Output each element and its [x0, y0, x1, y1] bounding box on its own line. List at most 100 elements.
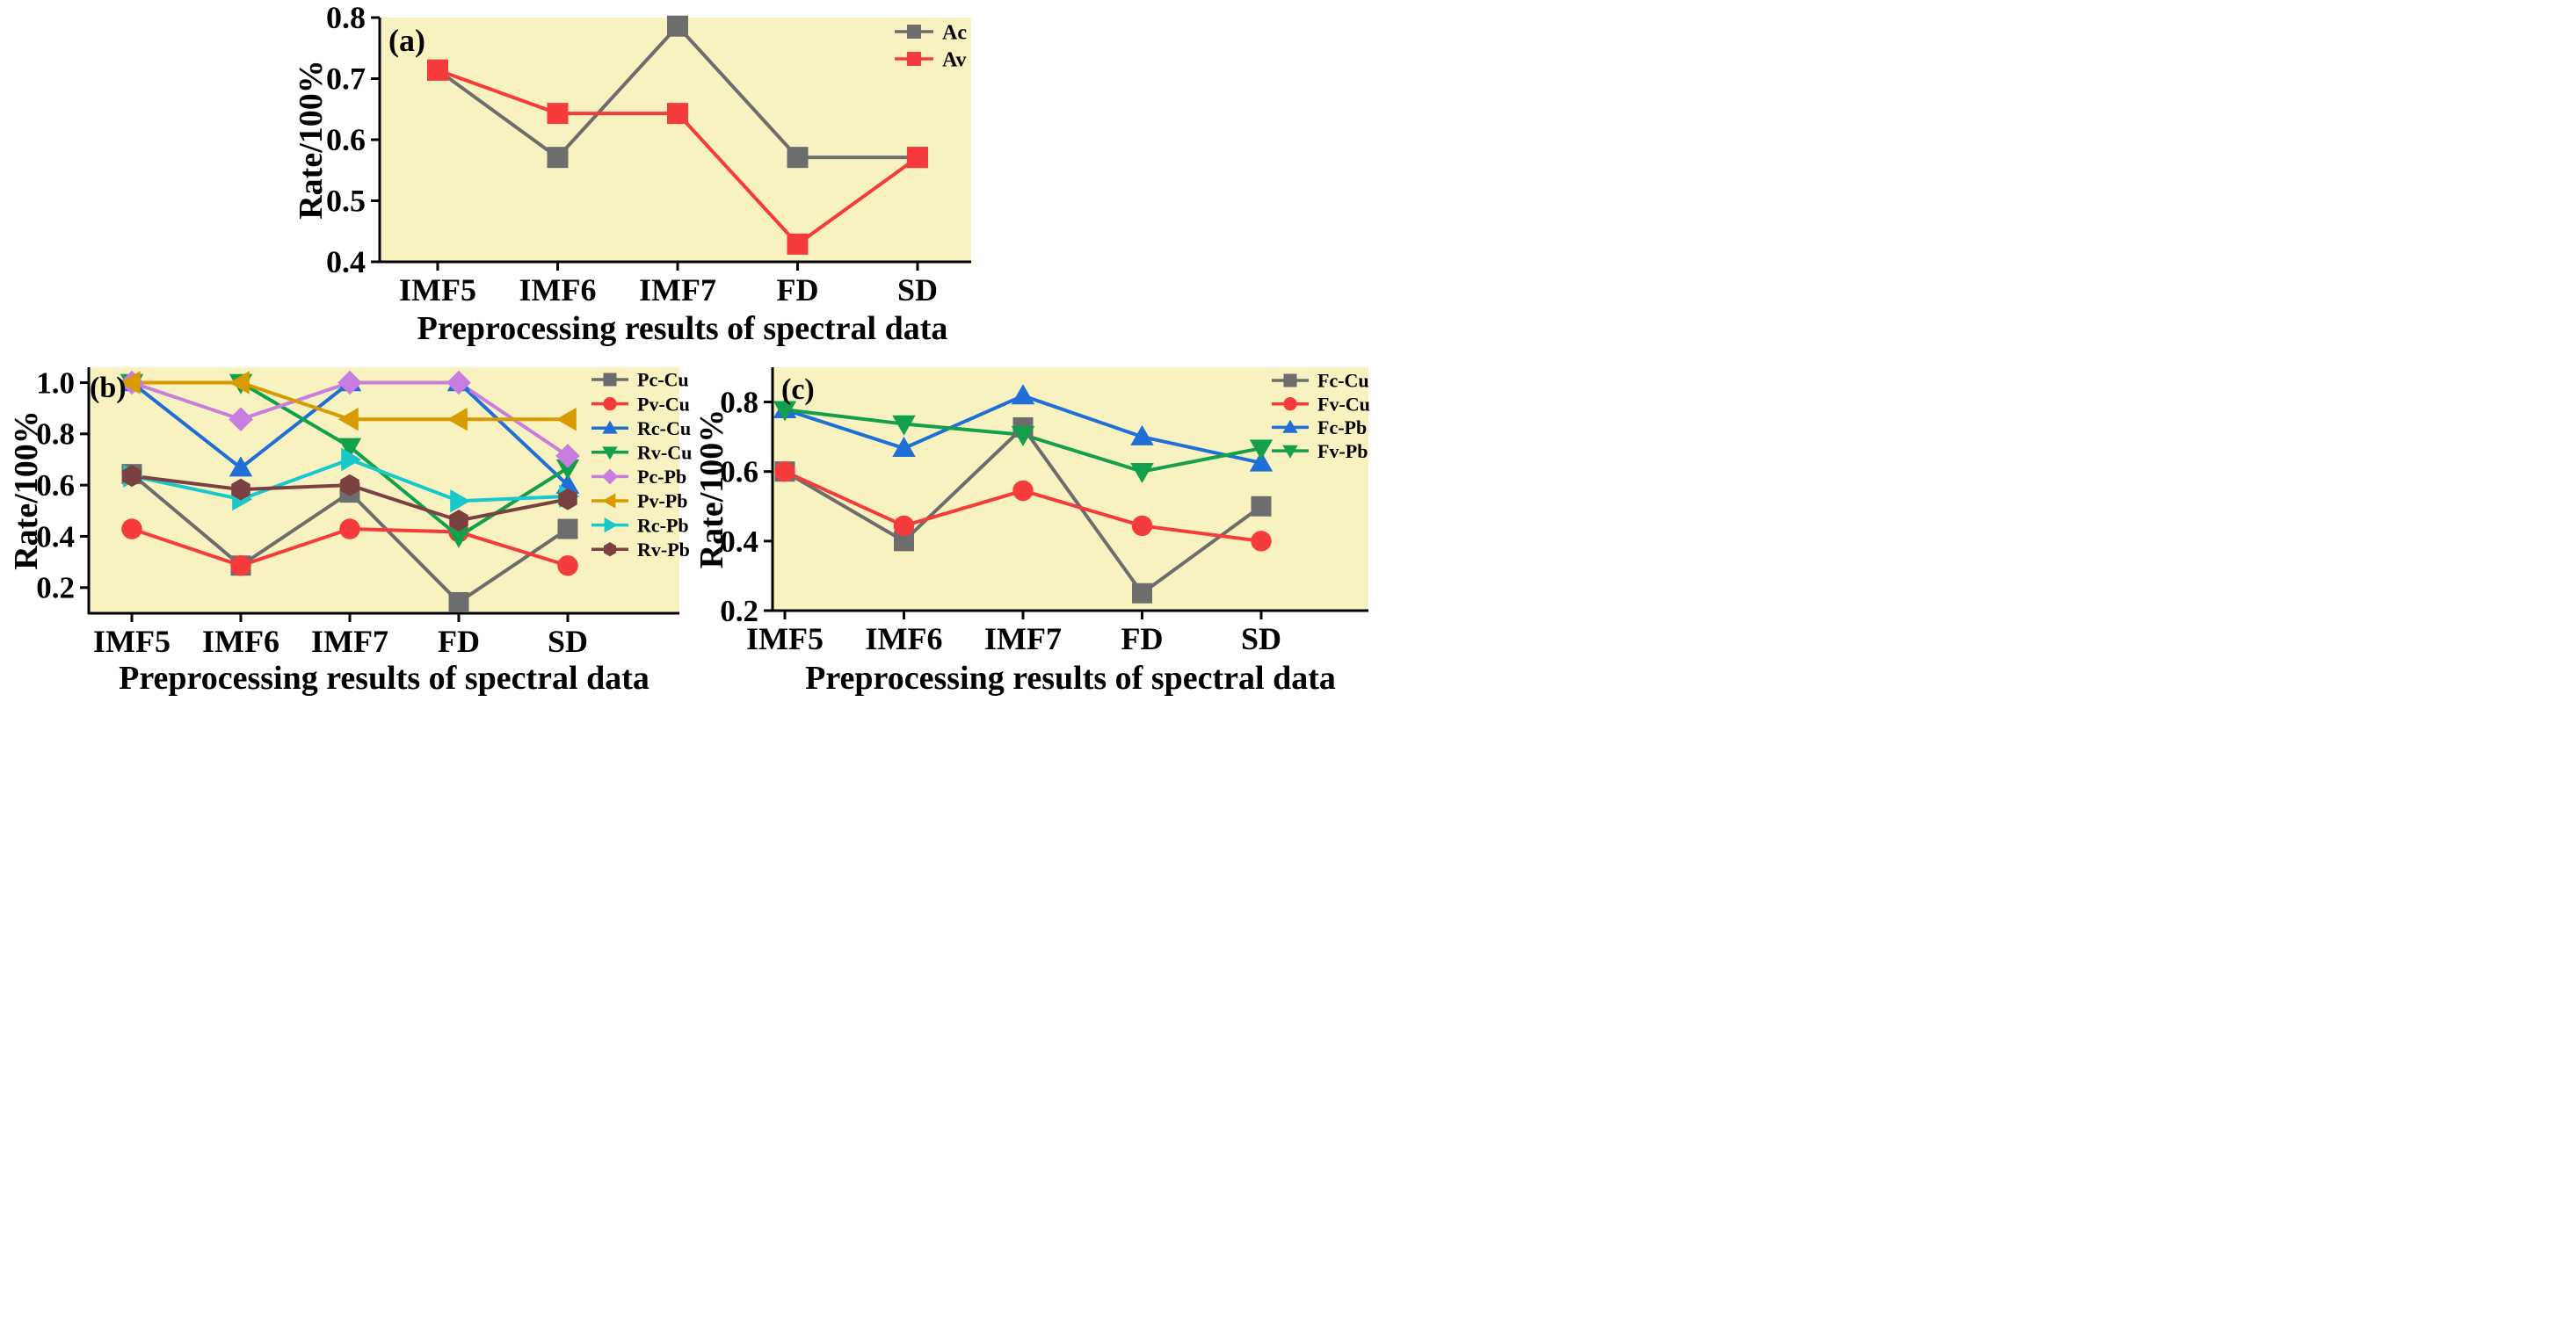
- x-tick-label: IMF6: [519, 272, 597, 308]
- data-point-rv-cu: [337, 438, 362, 459]
- legend-label: Rv-Pb: [637, 539, 690, 561]
- data-point-av: [667, 103, 688, 125]
- data-point-rv-pb: [558, 488, 577, 510]
- x-tick-label: IMF5: [399, 272, 476, 308]
- x-tick-label: IMF7: [984, 621, 1062, 656]
- x-tick-label: FD: [1121, 621, 1164, 656]
- legend-label: Fv-Cu: [1317, 393, 1370, 415]
- data-point-av: [907, 147, 928, 169]
- data-point-rv-pb: [231, 478, 250, 501]
- data-point-pv-pb: [555, 407, 577, 431]
- y-tick-label: 1.0: [36, 365, 75, 400]
- y-tick-label: 0.4: [326, 244, 366, 279]
- data-point-pv-cu: [230, 555, 251, 576]
- data-point-pc-pb: [555, 444, 580, 468]
- panel-label: (b): [90, 372, 127, 404]
- legend-marker: [602, 493, 616, 509]
- data-point-pv-cu: [339, 518, 360, 539]
- data-point-rv-pb: [122, 465, 141, 488]
- data-point-rc-pb: [341, 447, 362, 472]
- data-point-pc-pb: [446, 370, 471, 395]
- legend-marker: [602, 468, 618, 485]
- legend-label: Av: [942, 48, 967, 71]
- data-point-fv-cu: [1012, 480, 1034, 502]
- data-point-rv-cu: [446, 527, 471, 548]
- data-point-fc-pb: [892, 436, 916, 457]
- data-point-rc-pb: [450, 489, 471, 513]
- data-point-pv-pb: [120, 371, 141, 394]
- data-point-pv-pb: [229, 371, 250, 394]
- data-point-fv-pb: [773, 401, 797, 422]
- data-point-pv-cu: [121, 518, 142, 539]
- data-point-fv-cu: [1131, 515, 1153, 537]
- y-tick-label: 0.8: [720, 385, 758, 419]
- y-axis-title: Rate/100%: [693, 409, 730, 569]
- data-point-ac: [547, 147, 569, 169]
- x-tick-label: IMF5: [93, 624, 171, 659]
- y-tick-label: 0.4: [720, 525, 758, 559]
- legend-marker: [602, 420, 618, 434]
- legend: Ac Av: [895, 21, 967, 71]
- data-point-pc-pb: [229, 407, 253, 432]
- x-tick-label: IMF7: [311, 624, 388, 659]
- data-point-fv-pb: [1249, 439, 1273, 460]
- data-point-rv-pb: [340, 474, 359, 496]
- y-tick-label: 0.6: [326, 122, 366, 157]
- data-point-fv-pb: [1011, 425, 1035, 446]
- data-point-fc-cu: [894, 531, 914, 552]
- plot-area: [89, 367, 679, 613]
- legend-marker: [907, 52, 921, 66]
- data-point-fv-cu: [774, 460, 795, 482]
- legend-label: Pc-Pb: [637, 466, 686, 488]
- data-point-fv-cu: [893, 515, 915, 537]
- chart-panel-2: 0.2 0.4 0.6 0.8 1.0 IMF5 IMF6 IMF7 FD SDPreproces…: [8, 365, 692, 697]
- data-point-av: [787, 233, 809, 255]
- chart-panel-1: 0.4 0.5 0.6 0.7 0.8 IMF5 IMF6 IMF7 FD SDPreproces…: [293, 0, 971, 347]
- plot-area: [773, 367, 1368, 611]
- legend-label: Rc-Cu: [637, 417, 691, 439]
- legend-marker: [604, 517, 618, 533]
- data-point-pc-pb: [337, 370, 362, 395]
- y-tick-label: 0.2: [36, 571, 75, 605]
- data-point-fc-pb: [1249, 451, 1273, 472]
- legend-label: Fc-Pb: [1317, 416, 1367, 438]
- legend-marker: [602, 446, 618, 460]
- x-tick-label: FD: [777, 272, 819, 308]
- x-tick-label: IMF5: [746, 621, 824, 656]
- data-point-pc-cu: [448, 591, 469, 612]
- legend-marker: [603, 542, 617, 557]
- legend-marker: [907, 25, 921, 39]
- y-tick-label: 0.8: [326, 0, 366, 35]
- legend-marker: [603, 396, 617, 411]
- x-tick-label: SD: [897, 272, 938, 308]
- legend-label: Pv-Cu: [637, 393, 690, 415]
- data-point-fc-pb: [1130, 424, 1154, 445]
- data-point-fc-cu: [1251, 496, 1272, 517]
- data-point-fc-pb: [1011, 384, 1035, 405]
- legend-marker: [1283, 373, 1297, 387]
- x-axis-title: Preprocessing results of spectral data: [805, 660, 1336, 697]
- legend-marker: [1283, 397, 1297, 411]
- y-tick-label: 0.8: [36, 417, 75, 452]
- x-tick-label: SD: [1241, 621, 1281, 656]
- panel-label: (c): [781, 373, 815, 406]
- data-point-ac: [667, 15, 688, 37]
- legend-marker: [603, 373, 617, 387]
- data-point-rv-pb: [449, 509, 468, 532]
- x-tick-label: IMF6: [202, 624, 279, 659]
- legend-label: Fc-Cu: [1317, 370, 1369, 392]
- plot-area: [380, 18, 971, 262]
- panel-label: (a): [388, 23, 425, 58]
- data-point-rc-cu: [229, 456, 253, 477]
- data-point-ac: [787, 147, 809, 169]
- data-point-av: [547, 103, 569, 125]
- x-tick-label: IMF7: [639, 272, 716, 308]
- data-point-pc-cu: [557, 518, 578, 539]
- data-point-fv-pb: [892, 415, 916, 436]
- legend-label: Rc-Pb: [637, 514, 689, 536]
- data-point-av: [427, 59, 448, 81]
- x-tick-label: FD: [438, 624, 480, 659]
- legend-label: Pv-Pb: [637, 490, 687, 512]
